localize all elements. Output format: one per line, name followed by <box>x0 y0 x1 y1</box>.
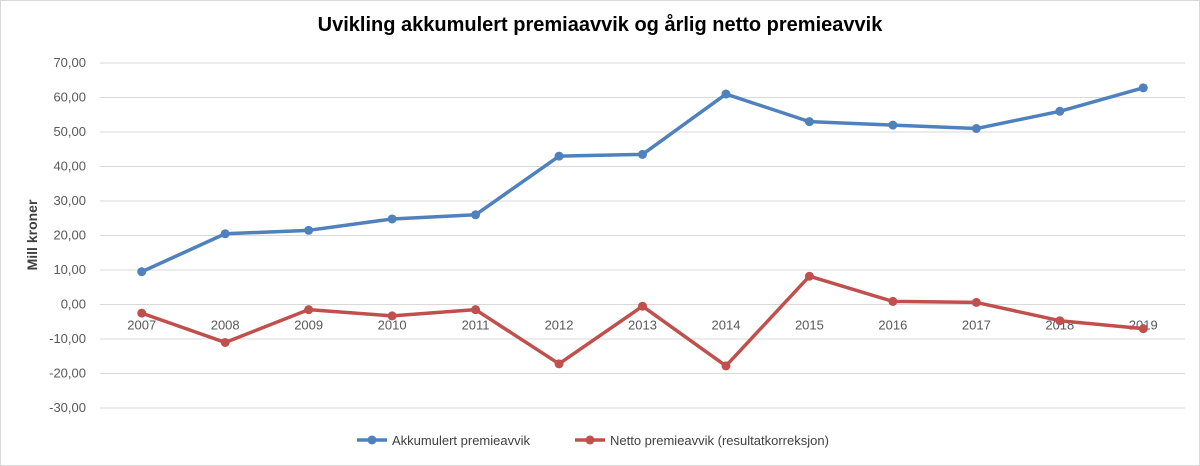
data-point <box>1055 106 1065 116</box>
y-tick-label: 30,00 <box>53 193 86 208</box>
data-point <box>304 225 314 235</box>
x-axis-ticks: 2007 2008 2009 2010 2011 2012 2013 2014 2015 2016… <box>127 318 1157 333</box>
x-tick-label: 2013 <box>628 318 657 333</box>
x-tick-label: 2012 <box>545 318 574 333</box>
series-line <box>139 86 1146 274</box>
y-tick-label: -10,00 <box>49 331 86 346</box>
y-tick-label: 0,00 <box>61 297 86 312</box>
y-tick-label: 10,00 <box>53 262 86 277</box>
x-tick-label: 2007 <box>127 318 156 333</box>
x-tick-label: 2014 <box>712 318 741 333</box>
data-point <box>220 229 230 239</box>
data-point <box>387 214 397 224</box>
data-point <box>721 89 731 99</box>
series-2 <box>137 271 1148 371</box>
y-tick-label: -20,00 <box>49 366 86 381</box>
y-axis-ticks: -30,00 -20,00 -10,00 0,00 10,00 20,00 30,00 40,… <box>49 55 86 415</box>
data-point <box>804 271 814 281</box>
chart-title: Uvikling akkumulert premiaavvik og årlig… <box>317 14 883 36</box>
x-tick-label: 2015 <box>795 318 824 333</box>
y-axis-label: Mill kroner <box>24 199 40 270</box>
x-tick-label: 2008 <box>211 318 240 333</box>
data-point <box>387 311 397 321</box>
data-point <box>888 296 898 306</box>
legend-label: Akkumulert premieavvik <box>392 433 530 448</box>
x-tick-label: 2016 <box>878 318 907 333</box>
data-point <box>1055 316 1065 326</box>
y-tick-label: 20,00 <box>53 228 86 243</box>
y-tick-label: 70,00 <box>53 55 86 70</box>
y-tick-label: -30,00 <box>49 400 86 415</box>
data-point <box>1138 83 1148 93</box>
data-point <box>638 301 647 311</box>
legend: Akkumulert premieavvik Netto premieavvik … <box>357 433 829 448</box>
data-point <box>554 151 564 161</box>
data-point <box>721 361 731 371</box>
data-point <box>304 305 314 315</box>
data-point <box>137 267 147 277</box>
y-tick-label: 60,00 <box>53 90 86 105</box>
legend-swatch-marker <box>367 435 377 445</box>
y-tick-label: 50,00 <box>53 124 86 139</box>
legend-swatch-marker <box>585 435 595 445</box>
data-point <box>1138 324 1148 334</box>
data-point <box>471 305 481 315</box>
x-tick-label: 2017 <box>962 318 991 333</box>
x-tick-label: 2010 <box>378 318 407 333</box>
data-point <box>471 210 481 220</box>
data-point <box>971 297 981 307</box>
data-point <box>137 308 147 318</box>
series-1 <box>137 83 1148 277</box>
legend-item: Netto premieavvik (resultatkorreksjon) <box>575 433 829 448</box>
data-point <box>638 149 647 159</box>
data-point <box>888 120 898 130</box>
legend-item: Akkumulert premieavvik <box>357 433 530 448</box>
data-point <box>554 359 564 369</box>
data-point <box>804 117 814 127</box>
x-tick-label: 2011 <box>462 318 490 333</box>
data-point <box>971 124 981 134</box>
x-tick-label: 2009 <box>294 318 323 333</box>
series-layer <box>137 83 1148 371</box>
data-point <box>220 337 230 347</box>
legend-label: Netto premieavvik (resultatkorreksjon) <box>610 433 829 448</box>
y-tick-label: 40,00 <box>53 159 86 174</box>
gridlines <box>100 62 1185 409</box>
